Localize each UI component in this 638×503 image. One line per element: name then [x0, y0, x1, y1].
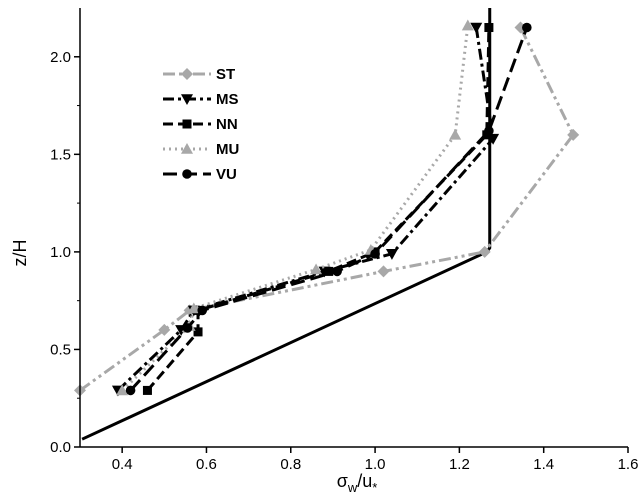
y-tick-label: 0.5: [50, 341, 71, 358]
series-mu-point-4: [310, 263, 323, 275]
x-axis-title-u: /u: [357, 471, 372, 491]
series-mu-point-7: [461, 19, 474, 31]
y-tick-label: 0.0: [50, 439, 71, 456]
series-vu-point-6: [484, 126, 494, 136]
legend-st-marker: [181, 68, 193, 80]
series-vu-point-7: [522, 22, 532, 33]
series-mu-point-3: [187, 302, 200, 314]
x-tick-label: 0.6: [196, 456, 217, 473]
x-axis-title-sub-star: *: [372, 480, 377, 495]
legend-item-vu: VU: [163, 166, 237, 183]
x-tick-label: 0.8: [280, 456, 301, 473]
legend-nn-label: NN: [216, 116, 238, 133]
legend: ST MS NN MU VU: [163, 66, 239, 183]
x-axis-title: σw/u*: [337, 471, 378, 495]
legend-st-label: ST: [216, 66, 235, 83]
series-ms-point-5: [385, 249, 398, 260]
series-mu-point-1: [116, 384, 129, 396]
series-nn-point-7: [484, 23, 494, 33]
y-tick-label: 2.0: [50, 49, 71, 66]
legend-item-st: ST: [163, 66, 235, 83]
legend-mu-marker: [181, 143, 193, 154]
axes-layer: 0.4 0.6 0.8 1.0 1.2 1.4 1.6 0.0 0.5 1.0 1.5 2.0: [50, 8, 638, 473]
series-st-point-4: [377, 265, 390, 278]
series-nn-point-4: [324, 266, 334, 276]
series-vu-point-5: [370, 249, 380, 259]
series-layer: [74, 19, 580, 397]
x-axis-title-sub-w: w: [347, 480, 358, 495]
series-vu: [125, 22, 532, 396]
series-vu-point-2: [182, 323, 193, 333]
legend-ms-label: MS: [216, 91, 239, 108]
legend-item-ms: MS: [163, 91, 239, 108]
series-nn-point-1: [142, 385, 152, 395]
series-st-point-5: [478, 245, 491, 258]
series-ms-point-7: [470, 22, 483, 34]
legend-item-mu: MU: [163, 141, 239, 158]
x-axis-title-sigma: σ: [337, 471, 348, 491]
x-tick-label: 1.2: [449, 456, 470, 473]
series-st-point-6: [567, 128, 580, 141]
x-tick-label: 0.4: [112, 456, 133, 473]
series-mu-point-6: [449, 128, 462, 140]
y-tick-label: 1.5: [50, 146, 71, 163]
series-nn-point-2: [193, 327, 203, 337]
legend-mu-label: MU: [216, 141, 239, 158]
series-vu-point-1: [125, 385, 136, 396]
series-st-point-2: [158, 323, 171, 336]
x-tick-label: 1.4: [533, 456, 554, 473]
series-vu-point-3: [197, 305, 208, 316]
legend-item-nn: NN: [163, 116, 238, 133]
y-axis-title: z/H: [10, 240, 30, 267]
legend-ms-marker: [181, 94, 193, 105]
legend-nn-marker: [182, 119, 192, 129]
series-vu-point-4: [332, 266, 342, 277]
y-tick-label: 1.0: [50, 244, 71, 261]
legend-vu-label: VU: [216, 166, 237, 183]
x-tick-label: 1.0: [365, 456, 386, 473]
x-tick-label: 1.6: [618, 456, 638, 473]
legend-vu-marker: [182, 169, 192, 179]
